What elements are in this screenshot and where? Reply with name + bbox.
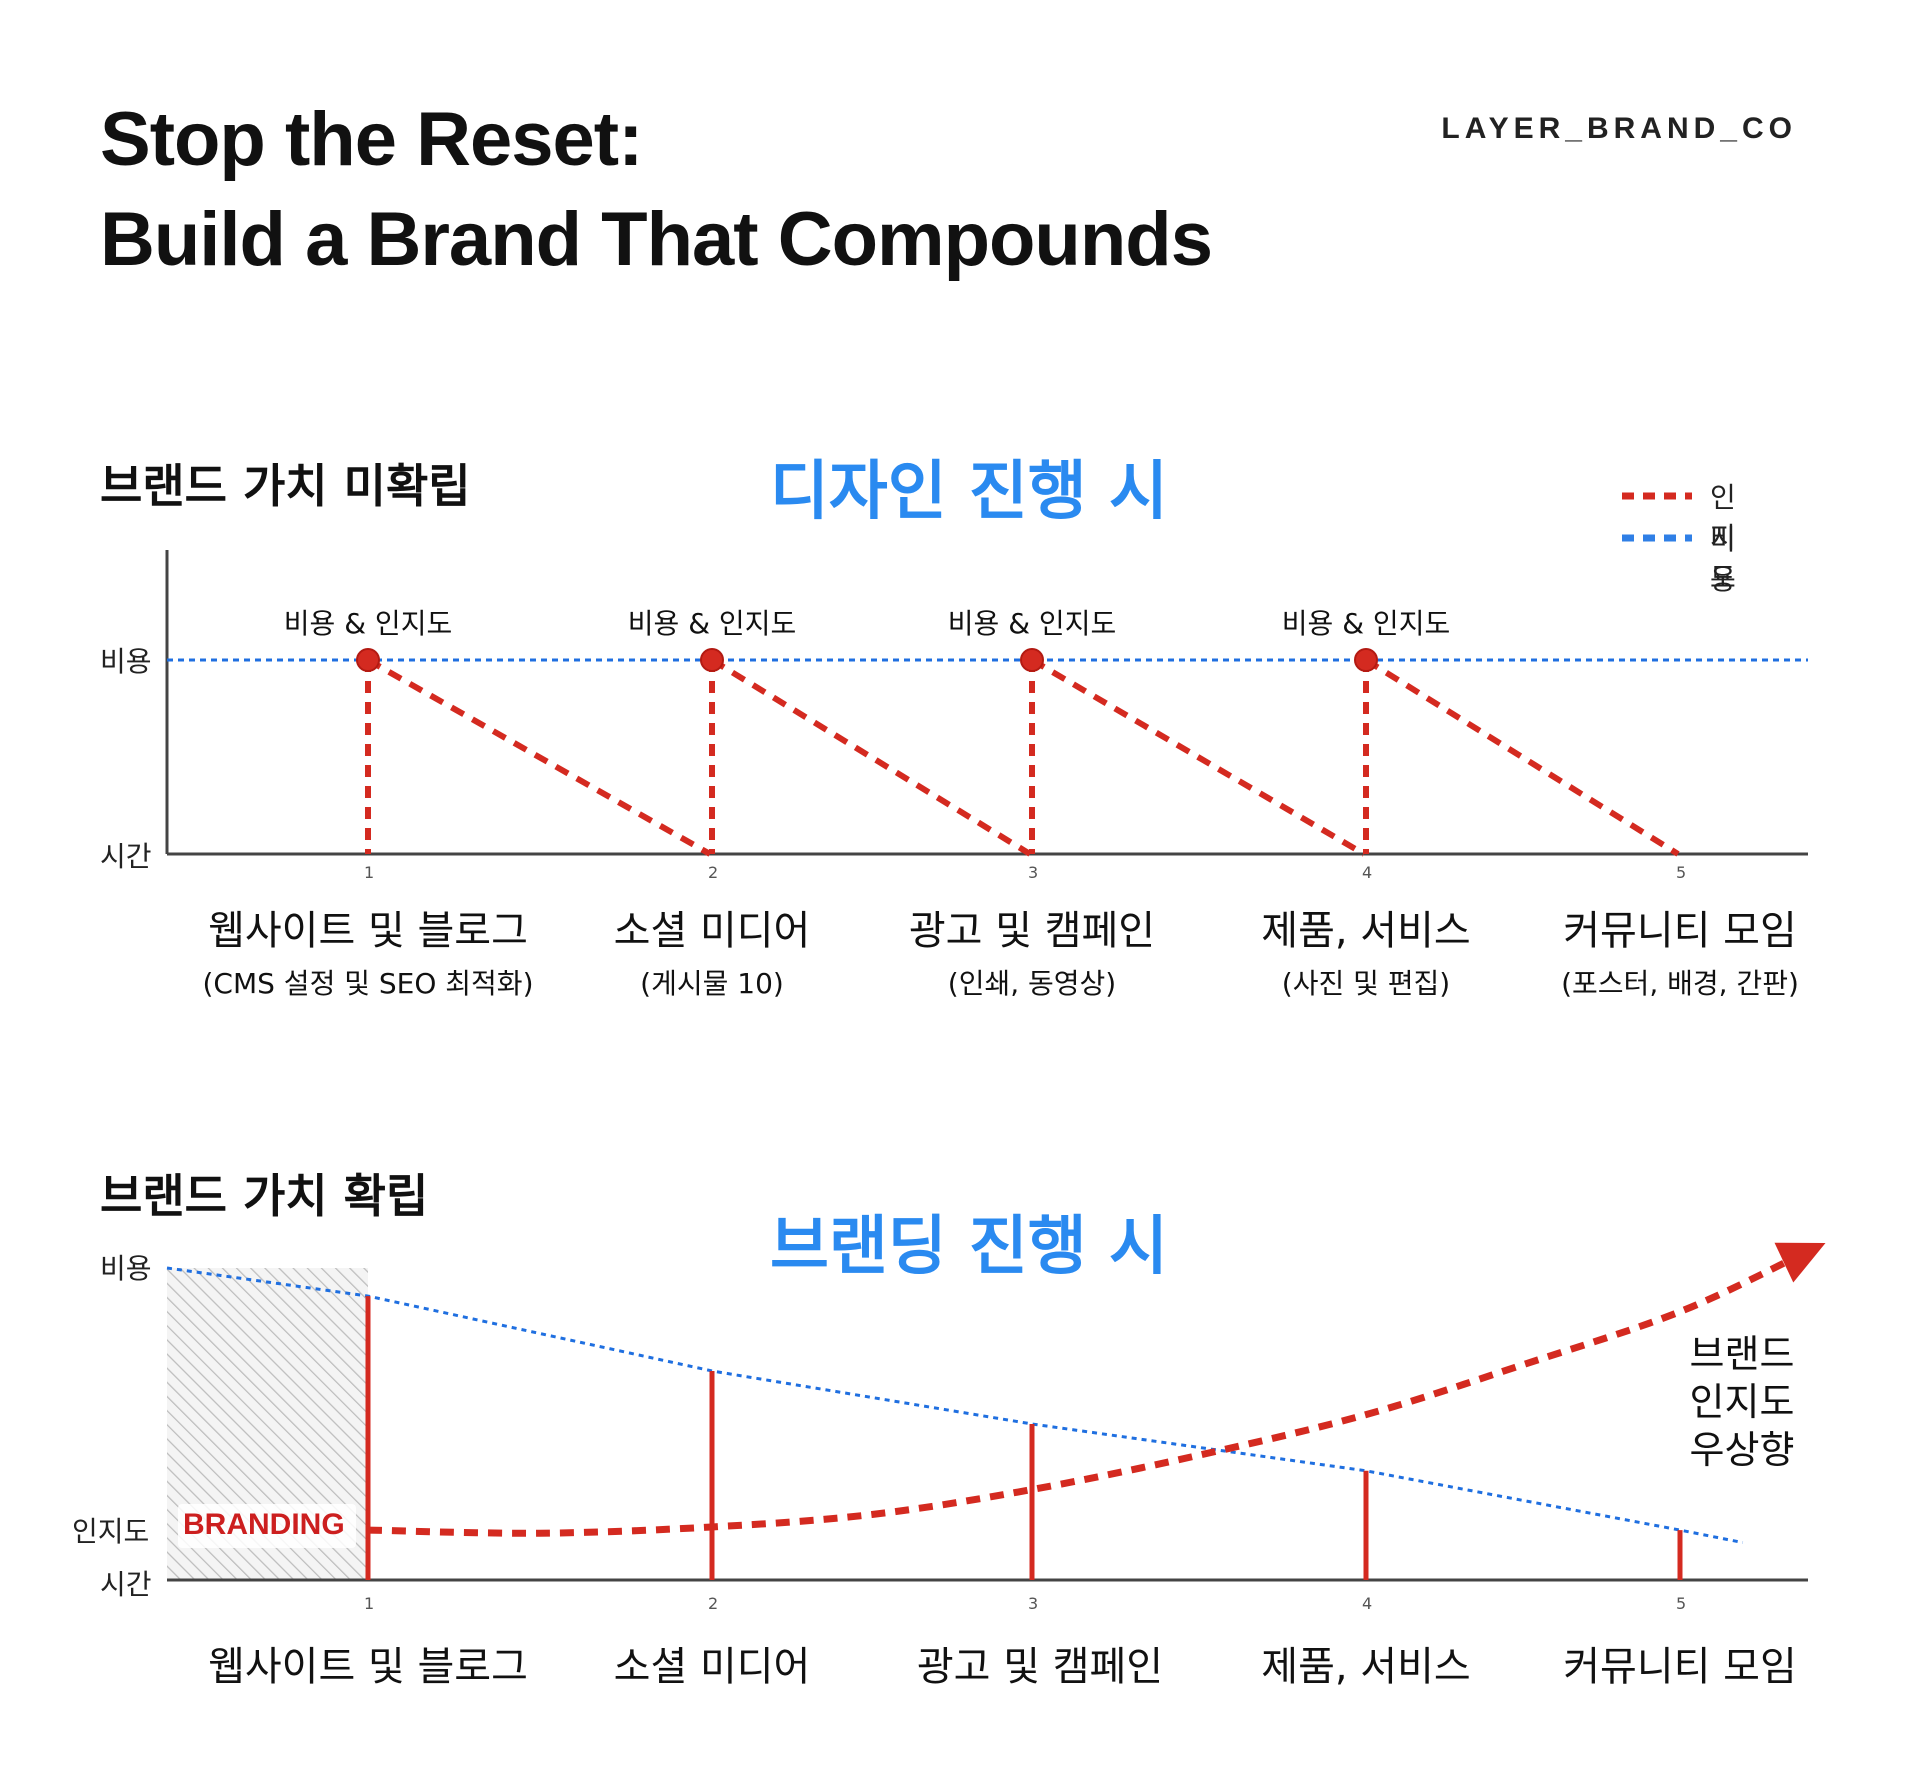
chart2-ylabel-top: 비용 — [100, 1252, 152, 1285]
chart2-category-5: 커뮤니티 모임 — [1563, 1644, 1797, 1690]
page-title: Stop the Reset: Build a Brand That Compo… — [100, 90, 1213, 290]
chart1-category-2: 소셜 미디어 — [613, 908, 811, 954]
rising-annotation: 브랜드 인지도 우상향 — [1662, 1330, 1822, 1474]
chart1-decay-line-1 — [366, 657, 712, 857]
chart1-category-4: 제품, 서비스 — [1261, 908, 1471, 954]
chart2-tick-2: 2 — [708, 1594, 719, 1613]
chart1-category-5: 커뮤니티 모임 — [1563, 908, 1797, 954]
rising-line-1: 브랜드 — [1689, 1332, 1795, 1376]
chart1-tick-5: 5 — [1676, 863, 1687, 882]
rising-line-2: 인지도 — [1689, 1380, 1795, 1424]
legend-label-awareness: 인지도 — [1710, 481, 1736, 594]
chart2-ylabel-bottom: 시간 — [100, 1568, 152, 1601]
chart1-tick-2: 2 — [708, 863, 719, 882]
title-line-1: Stop the Reset: — [100, 97, 643, 182]
chart2-category-3: 광고 및 캠페인 — [916, 1644, 1164, 1690]
chart2-category-4: 제품, 서비스 — [1261, 1644, 1471, 1690]
chart1-ylabel-bottom: 시간 — [100, 840, 152, 873]
chart1-decay-line-2 — [710, 657, 1032, 857]
chart1-subcategory-3: (인쇄, 동영상) — [947, 967, 1117, 1000]
branding-label-bg — [178, 1504, 356, 1548]
chart1-point-annotation-3: 비용 & 인지도 — [947, 607, 1117, 640]
chart2-tick-1: 1 — [364, 1594, 375, 1613]
chart1-tick-3: 3 — [1028, 863, 1039, 882]
chart2-tick-5: 5 — [1676, 1594, 1687, 1613]
chart2-ylabel-mid: 인지도 — [72, 1515, 150, 1548]
chart1-category-3: 광고 및 캠페인 — [908, 908, 1156, 954]
chart1-title: 디자인 진행 시 — [770, 455, 1168, 529]
chart2-awareness-arrowhead — [1774, 1242, 1826, 1283]
brand-name: LAYER_BRAND_CO — [1441, 112, 1797, 145]
chart2-category-1: 웹사이트 및 블로그 — [208, 1644, 528, 1690]
chart1-category-1: 웹사이트 및 블로그 — [208, 908, 528, 954]
chart2-tick-4: 4 — [1362, 1594, 1373, 1613]
chart1-ylabel-top: 비용 — [100, 645, 152, 678]
chart1-point-annotation-2: 비용 & 인지도 — [627, 607, 797, 640]
chart1-subcategory-4: (사진 및 편집) — [1281, 967, 1451, 1000]
chart1-decay-line-4 — [1364, 657, 1680, 857]
chart1-section-label: 브랜드 가치 미확립 — [100, 459, 471, 513]
chart1-tick-1: 1 — [364, 863, 375, 882]
title-line-2: Build a Brand That Compounds — [100, 197, 1213, 282]
chart1-point-4 — [1354, 648, 1378, 672]
chart2-title: 브랜딩 진행 시 — [770, 1210, 1168, 1284]
chart1-point-3 — [1020, 648, 1044, 672]
rising-line-3: 우상향 — [1689, 1428, 1795, 1472]
chart1-subcategory-1: (CMS 설정 및 SEO 최적화) — [202, 967, 534, 1000]
chart2-awareness-curve — [367, 1249, 1808, 1537]
chart1-point-1 — [356, 648, 380, 672]
chart2-category-2: 소셜 미디어 — [613, 1644, 811, 1690]
chart1-subcategory-2: (게시물 10) — [640, 967, 784, 1000]
chart2-section-label: 브랜드 가치 확립 — [100, 1169, 429, 1223]
chart1-point-annotation-1: 비용 & 인지도 — [283, 607, 453, 640]
branding-label: BRANDING — [183, 1508, 345, 1541]
chart1-point-annotation-4: 비용 & 인지도 — [1281, 607, 1451, 640]
legend-label-cost: 비용 — [1710, 523, 1736, 596]
chart1-tick-4: 4 — [1362, 863, 1373, 882]
chart1-point-2 — [700, 648, 724, 672]
legend-swatches — [1622, 492, 1692, 542]
chart1-subcategory-5: (포스터, 배경, 간판) — [1561, 967, 1799, 1000]
chart1-decay-line-3 — [1030, 657, 1366, 857]
chart2-tick-3: 3 — [1028, 1594, 1039, 1613]
